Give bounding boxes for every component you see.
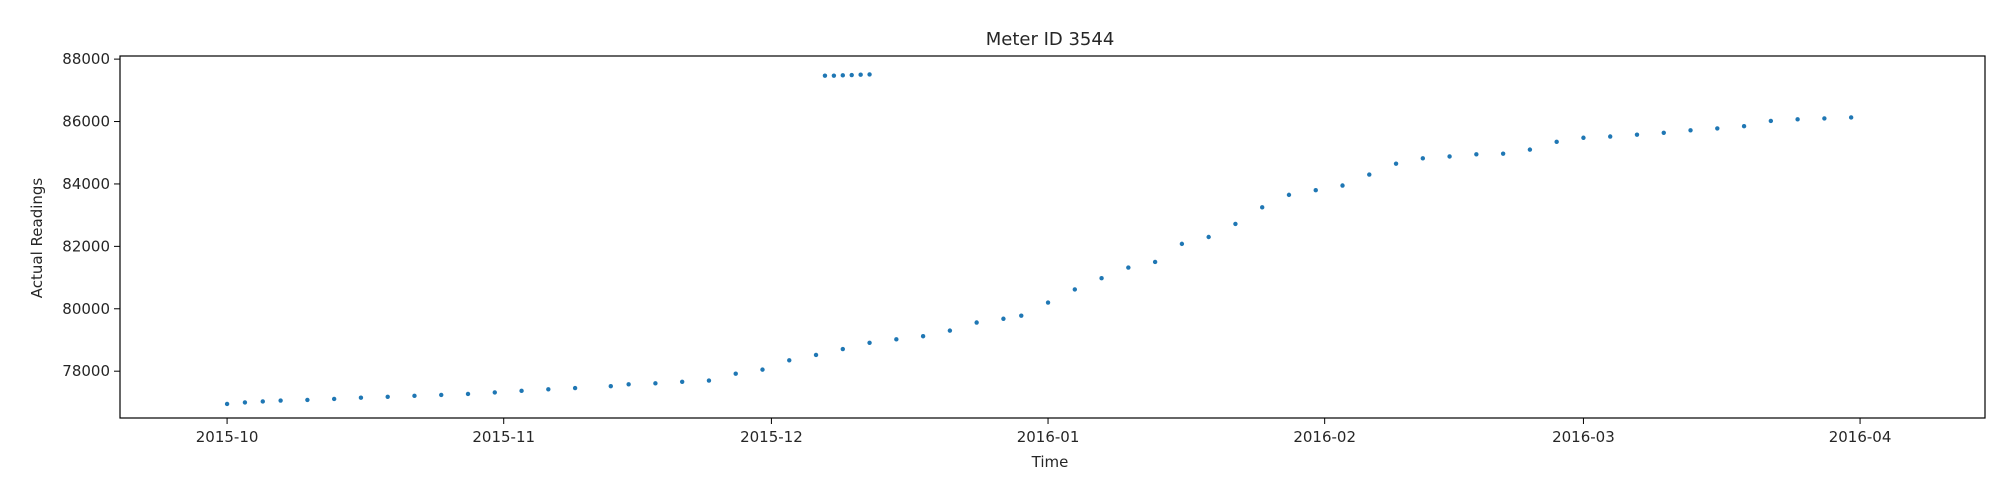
data-point — [831, 73, 837, 78]
data-point — [519, 388, 524, 394]
data-point — [840, 346, 845, 352]
data-point — [358, 395, 364, 400]
y-axis-label: Actual Readings — [28, 178, 46, 299]
chart-title: Meter ID 3544 — [986, 29, 1115, 50]
data-point — [305, 397, 310, 403]
data-point — [1072, 287, 1078, 292]
data-point — [1822, 116, 1827, 121]
data-point — [733, 371, 738, 376]
data-point — [608, 383, 613, 389]
data-point — [1260, 205, 1265, 210]
data-point — [1340, 183, 1345, 188]
data-point — [706, 378, 712, 383]
data-point — [1500, 151, 1506, 156]
data-point — [858, 72, 863, 77]
data-point — [653, 381, 658, 386]
data-point — [787, 358, 792, 363]
data-point — [224, 401, 230, 407]
data-point — [760, 367, 765, 372]
y-tick-label: 86000 — [62, 113, 110, 131]
data-point — [1099, 275, 1104, 281]
data-point — [1554, 139, 1559, 145]
data-point — [572, 385, 578, 391]
y-tick-label: 84000 — [62, 175, 110, 193]
data-point — [1795, 117, 1800, 122]
data-point — [679, 379, 685, 384]
y-tick-label: 78000 — [62, 362, 110, 380]
data-point — [1688, 128, 1693, 133]
x-tick-label: 2016-03 — [1552, 428, 1615, 446]
data-point — [1152, 259, 1158, 265]
data-point — [813, 352, 819, 358]
data-point — [1581, 135, 1586, 140]
data-point — [260, 399, 265, 404]
data-point — [1233, 221, 1238, 227]
y-tick-label: 82000 — [62, 237, 110, 255]
y-axis: 78000 80000 82000 84000 86000 88000 — [62, 50, 120, 380]
x-tick-label: 2016-02 — [1293, 428, 1356, 446]
x-tick-label: 2016-01 — [1017, 428, 1080, 446]
data-point — [492, 390, 497, 395]
data-point — [1313, 187, 1318, 193]
data-point — [465, 391, 471, 397]
plot-frame — [119, 55, 1986, 419]
data-point — [974, 320, 979, 325]
data-point — [1661, 130, 1666, 135]
x-axis: 2015-10 2015-11 2015-12 2016-01 2016-02 2016-… — [196, 418, 1892, 446]
x-tick-label: 2015-12 — [740, 428, 803, 446]
data-point — [1741, 124, 1747, 129]
data-point — [1527, 147, 1533, 152]
data-point — [1286, 192, 1292, 198]
data-point — [1126, 265, 1131, 270]
data-point — [867, 72, 872, 77]
x-tick-label: 2015-11 — [472, 428, 535, 446]
data-point — [1045, 300, 1051, 305]
x-tick-label: 2015-10 — [196, 428, 259, 446]
data-point — [1420, 156, 1426, 161]
data-point — [1474, 152, 1479, 157]
data-point — [1206, 234, 1211, 240]
data-point — [1715, 126, 1720, 131]
data-point — [1001, 316, 1006, 321]
data-point — [331, 396, 337, 402]
data-point — [1848, 115, 1854, 120]
data-point — [546, 387, 551, 392]
data-point — [867, 340, 872, 345]
data-point — [822, 73, 828, 78]
data-point — [1447, 154, 1452, 159]
x-tick-label: 2016-04 — [1829, 428, 1892, 446]
data-point — [1608, 134, 1613, 139]
data-points — [224, 72, 1854, 407]
data-point — [412, 393, 417, 399]
data-point — [1634, 132, 1640, 137]
data-point — [278, 398, 283, 403]
data-point — [840, 73, 845, 78]
data-point — [626, 382, 631, 387]
y-tick-label: 88000 — [62, 50, 110, 68]
data-point — [894, 337, 899, 342]
data-point — [242, 400, 248, 405]
data-point — [1367, 172, 1372, 177]
data-point — [1768, 118, 1774, 124]
data-point — [849, 72, 854, 78]
x-axis-label: Time — [1031, 453, 1069, 471]
data-point — [1179, 241, 1185, 247]
data-point — [947, 328, 953, 333]
data-point — [1019, 313, 1024, 318]
data-point — [385, 394, 390, 399]
data-point — [1393, 161, 1399, 166]
data-point — [439, 392, 444, 398]
data-point — [920, 334, 926, 339]
y-tick-label: 80000 — [62, 300, 110, 318]
